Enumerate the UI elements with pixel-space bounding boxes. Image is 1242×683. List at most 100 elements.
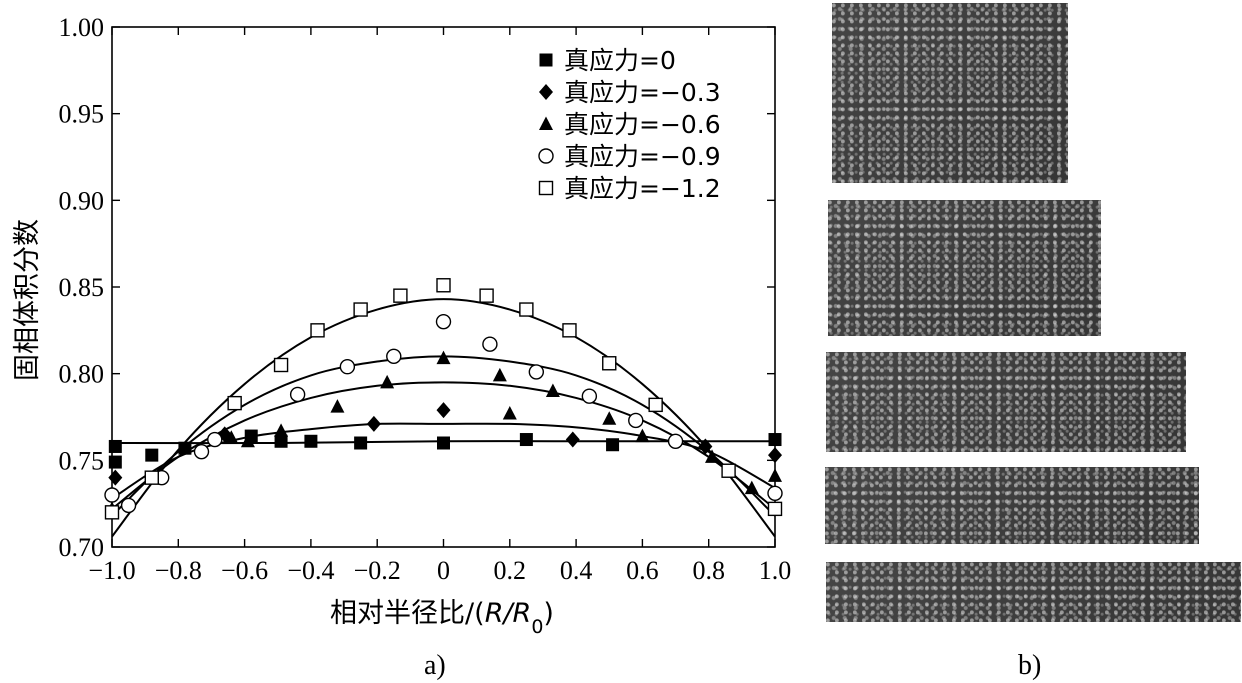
data-point-s2 <box>602 411 617 425</box>
y-axis-label: 固相体积分数 <box>12 219 43 381</box>
data-point-s4 <box>721 463 736 478</box>
legend-marker-0 <box>539 53 553 67</box>
data-point-s4 <box>562 323 577 338</box>
data-point-s4 <box>104 505 120 520</box>
y-tick-label: 0.90 <box>59 186 105 215</box>
data-point-s2 <box>545 383 560 397</box>
data-point-s4 <box>310 323 325 338</box>
data-point-s4 <box>144 470 159 485</box>
data-point-s0 <box>437 436 450 450</box>
data-point-s2 <box>705 449 720 463</box>
y-tick-label: 0.75 <box>59 446 105 475</box>
data-point-s4 <box>602 356 617 371</box>
data-point-s0 <box>519 433 533 447</box>
data-point-s4 <box>273 357 289 373</box>
y-tick-label: 0.85 <box>59 273 105 302</box>
legend-marker-2 <box>539 116 553 130</box>
data-point-s3 <box>482 336 498 352</box>
data-point-s2 <box>492 367 507 382</box>
data-point-s1 <box>436 402 451 419</box>
x-tick-label: −0.4 <box>287 556 334 585</box>
micrograph-1 <box>832 3 1068 183</box>
data-point-s3 <box>120 497 137 514</box>
legend-label-0: 真应力=0 <box>564 46 676 75</box>
x-axis-label: 相对半径比/(R/R0) <box>330 598 554 638</box>
data-point-s2 <box>502 406 517 420</box>
data-point-s2 <box>240 433 255 448</box>
micrograph-2 <box>828 200 1101 336</box>
data-point-s3 <box>581 388 598 404</box>
data-point-s0 <box>304 434 318 448</box>
data-point-s3 <box>339 359 356 375</box>
data-point-s3 <box>767 485 783 501</box>
data-point-s2 <box>744 480 759 495</box>
data-point-s0 <box>354 436 368 450</box>
fit-curve-4 <box>111 298 776 538</box>
data-point-s3 <box>289 386 306 403</box>
data-point-s3 <box>207 431 223 448</box>
data-point-s0 <box>274 434 288 448</box>
x-tick-label: 0.8 <box>692 556 725 585</box>
data-point-s1 <box>565 431 580 448</box>
data-point-s4 <box>767 501 783 517</box>
data-point-s4 <box>519 302 534 317</box>
data-point-s3 <box>435 313 452 330</box>
data-point-s0 <box>108 439 122 453</box>
x-tick-label: −1.0 <box>88 556 135 585</box>
data-point-s1 <box>108 469 123 486</box>
legend-label-4: 真应力=−1.2 <box>564 174 721 203</box>
x-tick-label: −0.8 <box>155 556 202 585</box>
data-point-s2 <box>768 468 782 482</box>
data-point-s1 <box>366 415 381 432</box>
data-point-s0 <box>768 433 782 447</box>
data-point-s0 <box>108 455 122 469</box>
data-point-s4 <box>436 278 451 293</box>
data-point-s2 <box>330 399 345 413</box>
data-point-s2 <box>274 423 289 437</box>
legend: 真应力=0 真应力=−0.3 真应力=−0.6 真应力=−0.9 真应力=−1.2 <box>538 46 721 203</box>
micrograph-4 <box>825 467 1199 544</box>
x-tick-label: −0.6 <box>221 556 268 585</box>
y-tick-label: 0.70 <box>59 533 105 562</box>
chart-a: −1.0 −0.8 −0.6 −0.4 −0.2 0 0.2 0.4 0.6 0.8 1.0 0.70… <box>12 13 792 638</box>
y-tick-label: 1.00 <box>59 13 105 42</box>
data-point-s2 <box>224 430 239 444</box>
legend-label-2: 真应力=−0.6 <box>564 110 721 139</box>
data-point-s1 <box>768 447 782 464</box>
data-point-s2 <box>436 350 451 365</box>
data-point-s4 <box>227 395 242 411</box>
data-point-s0 <box>145 448 159 462</box>
x-tick-label: 0.2 <box>494 556 527 585</box>
data-point-s3 <box>667 433 684 449</box>
legend-marker-4 <box>538 180 554 196</box>
data-point-s1 <box>698 438 713 455</box>
micrograph-3 <box>826 352 1186 452</box>
micrograph-5 <box>826 562 1241 622</box>
legend-marker-1 <box>539 84 553 100</box>
y-tick-label: 0.95 <box>59 100 105 129</box>
data-point-s0 <box>606 438 620 452</box>
data-point-s4 <box>393 288 408 303</box>
data-point-s2 <box>635 428 650 443</box>
data-point-s4 <box>353 302 368 317</box>
data-point-s2 <box>380 374 395 389</box>
x-tick-label: 0 <box>437 556 450 585</box>
data-point-s4 <box>648 397 663 413</box>
x-tick-label: 0.6 <box>626 556 659 585</box>
data-point-s3 <box>628 412 644 429</box>
caption-a: a) <box>424 650 446 681</box>
x-tick-label: −0.2 <box>354 556 401 585</box>
axis-ticks: −1.0 −0.8 −0.6 −0.4 −0.2 0 0.2 0.4 0.6 0.8 1.0 0.70… <box>59 13 792 585</box>
legend-marker-3 <box>538 148 554 164</box>
x-tick-label: 0.4 <box>560 556 593 585</box>
data-point-s3 <box>386 348 402 365</box>
y-tick-label: 0.80 <box>59 360 105 389</box>
legend-label-1: 真应力=−0.3 <box>564 78 721 107</box>
x-tick-label: 1.0 <box>759 556 792 585</box>
data-point-s3 <box>193 443 210 460</box>
data-point-s3 <box>528 364 545 380</box>
data-point-s3 <box>104 487 120 503</box>
data-points <box>104 278 783 520</box>
data-point-s0 <box>178 441 192 455</box>
caption-b: b) <box>1018 650 1042 681</box>
